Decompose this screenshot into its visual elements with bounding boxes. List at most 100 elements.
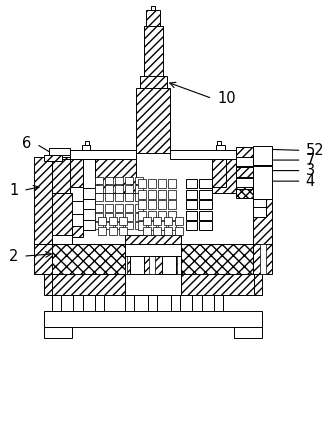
Bar [186,179,198,188]
Bar [217,141,221,146]
Bar [108,244,114,274]
Bar [253,199,266,208]
Bar [199,200,212,209]
Bar [109,217,117,225]
Bar [115,193,123,201]
Bar [205,244,210,274]
Bar [70,150,136,159]
Bar [95,159,136,192]
Bar [136,88,170,153]
Bar [83,188,95,199]
Bar [168,179,176,188]
Bar [125,295,134,310]
Bar [162,256,176,274]
Bar [85,141,89,146]
Bar [95,193,103,201]
Bar [181,274,254,295]
Bar [135,244,141,274]
Bar [82,146,90,150]
Bar [138,200,146,209]
Bar [168,200,176,209]
Bar [105,185,113,192]
Bar [115,176,123,184]
Bar [236,157,253,166]
Bar [70,226,83,237]
Bar [158,179,166,188]
Bar [115,222,123,229]
Bar [148,200,156,209]
Bar [44,274,262,295]
Bar [125,204,133,212]
Text: 6: 6 [22,136,31,151]
Bar [95,222,103,229]
Bar [186,211,198,220]
Bar [115,204,123,212]
Bar [168,211,176,220]
Bar [148,190,156,199]
Bar [170,150,236,159]
Bar [253,207,266,217]
Bar [143,26,163,77]
Bar [125,213,133,221]
Bar [95,213,103,221]
Bar [143,227,151,235]
Bar [52,244,58,274]
Bar [191,244,197,274]
Bar [158,190,166,199]
Bar [105,222,113,229]
Text: 3: 3 [305,163,315,178]
Bar [52,295,61,310]
Bar [186,200,198,209]
Bar [186,190,198,199]
Bar [52,193,72,235]
Bar [48,148,70,155]
Bar [146,10,160,26]
Bar [138,211,146,220]
Bar [105,213,113,221]
Bar [168,221,176,231]
Bar [153,227,161,235]
Bar [125,176,133,184]
Bar [98,227,106,235]
Bar [236,167,253,176]
Bar [115,213,123,221]
Text: 7: 7 [305,153,315,168]
Bar [44,155,62,161]
Bar [83,199,95,209]
Bar [125,193,133,201]
Bar [94,244,100,274]
Bar [151,6,155,10]
Bar [260,244,266,274]
Bar [95,204,103,212]
Bar [253,166,273,199]
Bar [139,76,167,89]
Bar [193,295,202,310]
Bar [120,217,127,225]
Bar [134,185,143,192]
Bar [34,244,272,274]
Bar [134,193,143,201]
Bar [122,244,127,274]
Bar [70,201,83,214]
Bar [143,217,151,225]
Bar [109,227,117,235]
Bar [52,274,125,295]
Bar [163,244,169,274]
Bar [129,256,143,274]
Text: 10: 10 [217,91,236,106]
Bar [134,213,143,221]
Text: 52: 52 [305,143,324,158]
Bar [52,235,72,244]
Bar [66,244,72,274]
Polygon shape [52,244,125,274]
Text: 2: 2 [9,249,18,264]
Bar [70,187,83,201]
Bar [199,211,212,220]
Bar [199,179,212,188]
Bar [236,189,253,198]
Bar [52,159,70,192]
Polygon shape [181,244,253,274]
Bar [153,217,161,225]
Bar [120,227,127,235]
Bar [158,200,166,209]
